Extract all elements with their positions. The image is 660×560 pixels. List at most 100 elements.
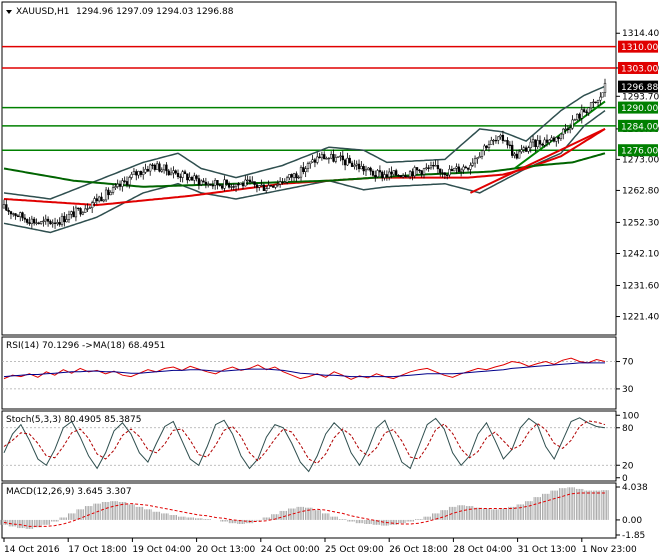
candle-body: [552, 137, 556, 142]
candle-body: [116, 183, 119, 187]
candle-body: [427, 167, 430, 169]
candle: [211, 180, 214, 190]
candle-body: [443, 172, 447, 176]
candle-body: [499, 134, 502, 138]
candle: [545, 134, 549, 147]
candle: [7, 207, 10, 215]
candle: [200, 179, 203, 187]
candle-body: [601, 92, 604, 98]
candle: [288, 174, 291, 181]
candle-body: [441, 172, 444, 174]
candle-body: [21, 212, 24, 219]
candle: [116, 179, 119, 189]
candle-body: [418, 169, 421, 172]
candle-body: [459, 169, 463, 172]
candle-body: [450, 168, 453, 172]
candle: [77, 207, 80, 211]
candle-body: [260, 184, 263, 187]
candle: [446, 174, 449, 180]
candle-body: [599, 96, 602, 101]
candle: [56, 219, 59, 226]
candle-body: [388, 171, 391, 178]
level-tag-1310.00: 1310.00: [618, 40, 658, 53]
candle: [53, 217, 57, 229]
candle-body: [376, 170, 379, 178]
candle-body: [515, 153, 518, 159]
candle-body: [415, 167, 419, 171]
candle-body: [292, 173, 296, 178]
candle-body: [125, 181, 129, 185]
candle-body: [434, 165, 437, 167]
candle-body: [559, 133, 563, 139]
candle: [504, 139, 507, 142]
candle-body: [346, 157, 349, 166]
rsi-axis: 70 30: [616, 358, 634, 395]
candle: [244, 175, 247, 187]
candle: [262, 183, 266, 191]
candle-body: [91, 202, 94, 209]
candle-body: [534, 139, 537, 148]
candle-body: [457, 166, 460, 172]
candle-body: [278, 181, 282, 185]
candle: [160, 167, 163, 173]
candle-body: [350, 162, 354, 167]
candle-body: [506, 140, 509, 146]
candle-body: [576, 113, 579, 120]
tick-label: 0.00: [622, 516, 642, 526]
candle-body: [557, 137, 560, 139]
candle: [459, 167, 463, 177]
candle-body: [524, 147, 528, 152]
candle: [555, 136, 558, 147]
candle: [432, 161, 435, 170]
candle-body: [77, 207, 80, 210]
candle-body: [14, 213, 17, 217]
candle: [251, 176, 254, 184]
collapse-arrow-icon[interactable]: [6, 10, 12, 14]
candle-body: [529, 141, 532, 148]
candle: [132, 167, 136, 175]
candle-body: [420, 170, 423, 175]
candle-body: [176, 172, 180, 177]
candle: [100, 192, 103, 202]
candle-body: [230, 186, 233, 188]
stoch-title: Stoch(5,3,3) 80.4905 85.3875: [6, 415, 141, 425]
candle: [86, 203, 89, 213]
candle: [508, 141, 512, 149]
candle-body: [151, 164, 154, 166]
candle: [374, 170, 377, 182]
candle: [313, 157, 317, 168]
candle: [355, 160, 358, 171]
candle: [592, 98, 595, 108]
candle: [306, 161, 310, 173]
candle: [316, 152, 319, 165]
candlesticks[interactable]: [2, 78, 607, 229]
candle-body: [390, 171, 393, 175]
candle: [49, 219, 52, 225]
candle: [473, 155, 477, 168]
candle-body: [536, 140, 539, 148]
candle-body: [93, 198, 96, 203]
candle: [332, 149, 335, 163]
tick-label: 20: [622, 461, 634, 471]
candle: [188, 172, 191, 182]
candle: [237, 182, 240, 190]
candle: [130, 171, 133, 180]
candle: [93, 196, 96, 207]
candle-body: [100, 196, 103, 202]
candle: [464, 165, 467, 169]
candle-body: [395, 170, 398, 176]
candle-body: [111, 187, 115, 193]
macd-histogram: [0, 487, 609, 529]
candle-body: [353, 164, 356, 167]
candle: [564, 123, 567, 134]
candle: [174, 169, 177, 175]
candle: [415, 166, 419, 175]
candle: [381, 170, 384, 182]
candle: [425, 163, 428, 171]
candle: [580, 104, 583, 124]
candle: [260, 179, 263, 187]
candle: [33, 216, 36, 226]
candle-body: [197, 178, 201, 185]
candle-body: [466, 167, 470, 170]
candle-body: [207, 183, 210, 185]
